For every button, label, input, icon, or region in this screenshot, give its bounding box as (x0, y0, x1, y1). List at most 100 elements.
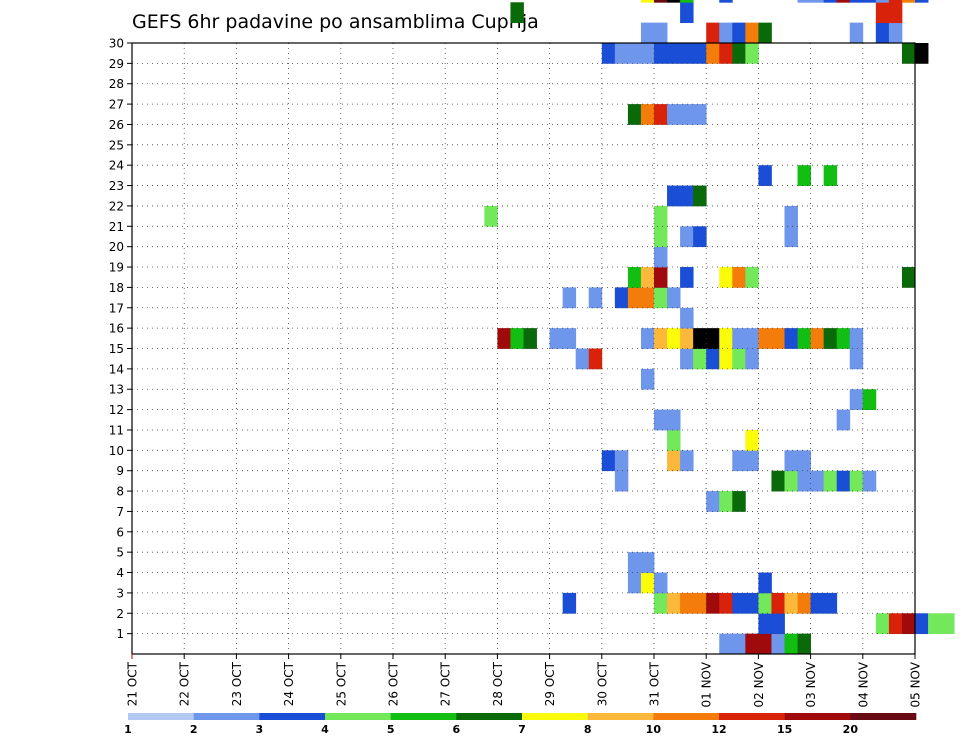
colorbar-label: 8 (584, 723, 592, 736)
heatmap-cell (497, 328, 511, 349)
colorbar-swatch (719, 713, 785, 720)
heatmap-cell (706, 348, 720, 370)
heatmap-cell (771, 633, 785, 655)
heatmap-cell (810, 328, 825, 349)
heatmap-cell (719, 0, 733, 3)
heatmap-cell (784, 226, 798, 248)
heatmap-cell (901, 613, 916, 635)
x-tick-label: 30 OCT (595, 661, 609, 706)
y-tick-label: 19 (109, 261, 124, 275)
heatmap-cell (849, 470, 864, 492)
heatmap-cell (941, 613, 955, 635)
heatmap-cell (654, 0, 668, 3)
heatmap-cell (601, 450, 616, 472)
y-tick-label: 1 (116, 627, 124, 641)
colorbar-label: 5 (387, 723, 395, 736)
heatmap-cell (732, 491, 746, 512)
heatmap-cell (732, 450, 746, 472)
heatmap-cell (510, 2, 524, 24)
heatmap-cell (640, 287, 655, 309)
y-tick-label: 22 (109, 199, 124, 213)
heatmap-cell (719, 43, 733, 64)
heatmap-cell (680, 307, 694, 329)
heatmap-cell (680, 267, 694, 288)
heatmap-cell (627, 104, 642, 125)
heatmap-cell (901, 43, 916, 64)
y-tick-label: 14 (109, 362, 124, 376)
heatmap-cell (745, 328, 759, 349)
heatmap-cell (784, 450, 798, 472)
heatmap-cell (667, 409, 681, 431)
chart-title: GEFS 6hr padavine po ansamblima Cuprija (132, 11, 539, 33)
heatmap-cell (771, 592, 785, 614)
grid-layer (132, 43, 915, 654)
x-tick-label: 22 OCT (178, 661, 192, 706)
heatmap-cell (784, 633, 798, 655)
heatmap-cell (693, 348, 707, 370)
heatmap-cell (562, 328, 577, 349)
colorbar-swatch (784, 713, 851, 720)
y-tick-label: 6 (116, 525, 124, 539)
heatmap-cell (875, 22, 890, 44)
colorbar-label: 2 (190, 723, 198, 736)
heatmap-cell (758, 592, 772, 614)
colorbar-swatch (456, 713, 523, 720)
heatmap-cell (654, 287, 668, 309)
heatmap-cell (915, 43, 929, 64)
heatmap-cell (732, 592, 746, 614)
heatmap-cell (640, 328, 655, 349)
heatmap-cell (745, 592, 759, 614)
heatmap-cell (745, 348, 759, 370)
y-tick-label: 17 (109, 301, 124, 315)
y-tick-label: 2 (116, 607, 124, 621)
x-tick-label: 23 OCT (230, 661, 244, 706)
heatmap-cell (849, 348, 864, 370)
heatmap-cell (758, 633, 772, 655)
heatmap-cell (654, 328, 668, 349)
y-tick-label: 24 (109, 159, 124, 173)
heatmap-cell (680, 104, 694, 125)
heatmap-cell (693, 185, 707, 207)
heatmap-cell (680, 2, 694, 24)
heatmap-cell (654, 409, 668, 431)
x-tick-label: 05 NOV (909, 661, 923, 707)
heatmap-cell (745, 450, 759, 472)
colorbar-swatch (850, 713, 917, 720)
x-tick-label: 21 OCT (126, 661, 140, 706)
y-tick-label: 25 (109, 138, 124, 152)
heatmap-cell (758, 328, 772, 349)
heatmap-cell (614, 470, 629, 492)
heatmap-cell (693, 104, 707, 125)
heatmap-cell (680, 450, 694, 472)
heatmap-cell (784, 592, 798, 614)
heatmap-cell (915, 613, 929, 635)
heatmap-cell (771, 613, 785, 635)
heatmap-cell (732, 43, 746, 64)
heatmap-cell (810, 592, 825, 614)
heatmap-cell (797, 328, 811, 349)
heatmap-cell (745, 633, 759, 655)
heatmap-cell (667, 429, 681, 451)
heatmap-cell (771, 328, 785, 349)
y-tick-label: 20 (109, 240, 124, 254)
colorbar-label: 4 (321, 723, 329, 736)
heatmap-cell (640, 43, 655, 64)
heatmap-cell (758, 572, 772, 594)
heatmap-cell (745, 22, 759, 44)
y-tick-label: 30 (109, 37, 124, 51)
colorbar-label: 15 (777, 723, 792, 736)
heatmap-cell (562, 287, 577, 309)
heatmap-cell (588, 348, 603, 370)
x-tick-label: 29 OCT (543, 661, 557, 706)
colorbar-swatch (522, 713, 588, 720)
heatmap-cell (627, 552, 642, 573)
cells-layer (484, 0, 955, 655)
heatmap-cell (797, 633, 811, 655)
heatmap-cell (654, 22, 668, 44)
heatmap-cell (484, 205, 498, 227)
heatmap-cell (706, 43, 720, 64)
heatmap-cell (849, 389, 864, 410)
heatmap-cell (732, 267, 746, 288)
heatmap-cell (758, 613, 772, 635)
